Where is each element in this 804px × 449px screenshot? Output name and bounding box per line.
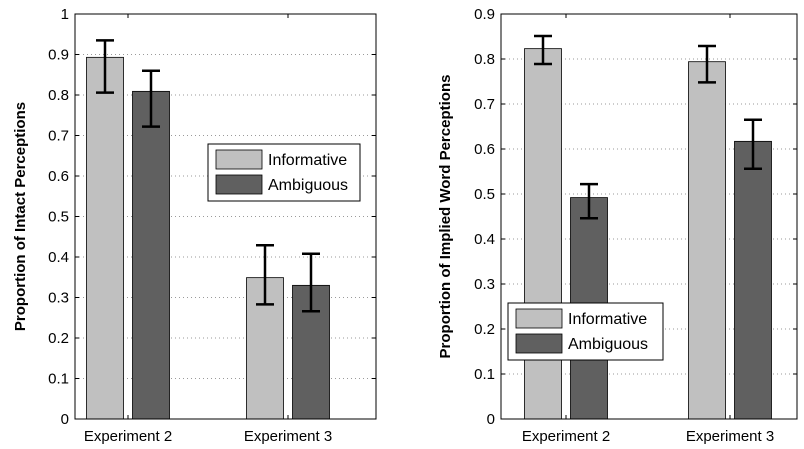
plot-frame xyxy=(500,13,798,420)
bar-informative-2 xyxy=(688,61,726,420)
y-tick-label: 0.7 xyxy=(48,128,69,145)
y-tick-label: 0.9 xyxy=(48,47,69,64)
right-chart: 0 0.1 0.2 0.3 0.4 0.5 0.6 0.7 0.8 0.9 Experiment 2… xyxy=(437,6,798,445)
legend-swatch-informative xyxy=(215,149,263,170)
y-tick-label: 0.6 xyxy=(474,141,495,158)
legend-label-ambiguous: Ambiguous xyxy=(568,336,648,353)
x-tick-label: Experiment 3 xyxy=(686,428,774,445)
x-tick-label: Experiment 3 xyxy=(244,428,332,445)
y-axis-label: Proportion of Intact Perceptions xyxy=(12,102,29,331)
error-bar-informative-1 xyxy=(96,39,114,94)
legend-swatch-informative xyxy=(515,308,563,329)
y-tick-label: 0.6 xyxy=(48,168,69,185)
y-tick-label: 0 xyxy=(487,411,495,428)
y-tick-label: 0.2 xyxy=(474,321,495,338)
legend: Informative Ambiguous xyxy=(507,302,664,361)
x-tick-label: Experiment 2 xyxy=(84,428,172,445)
y-tick-label: 1 xyxy=(61,6,69,23)
bar-informative-1 xyxy=(524,48,562,420)
error-bar-ambiguous-2 xyxy=(302,252,320,313)
legend-label-informative: Informative xyxy=(268,152,347,169)
y-tick-label: 0.5 xyxy=(48,209,69,226)
error-bar-informative-1 xyxy=(534,34,552,66)
legend-label-ambiguous: Ambiguous xyxy=(268,177,348,194)
y-tick-label: 0 xyxy=(61,411,69,428)
legend-swatch-ambiguous xyxy=(515,333,563,354)
y-axis-label: Proportion of Implied Word Perceptions xyxy=(437,75,454,359)
legend-swatch-ambiguous xyxy=(215,174,263,195)
y-tick-label: 0.1 xyxy=(48,371,69,388)
left-chart: 0 0.1 0.2 0.3 0.4 0.5 0.6 0.7 0.8 0.9 1 Experiment … xyxy=(12,6,377,445)
error-bar-ambiguous-1 xyxy=(580,182,598,220)
error-bar-ambiguous-2 xyxy=(744,118,762,171)
legend: Informative Ambiguous xyxy=(207,143,361,202)
error-bar-informative-2 xyxy=(256,244,274,306)
y-tick-label: 0.4 xyxy=(48,249,69,266)
bar-ambiguous-2 xyxy=(734,140,772,420)
y-tick-label: 0.2 xyxy=(48,330,69,347)
error-bar-ambiguous-1 xyxy=(142,69,160,128)
y-tick-label: 0.4 xyxy=(474,231,495,248)
y-tick-label: 0.3 xyxy=(474,276,495,293)
legend-label-informative: Informative xyxy=(568,311,647,328)
y-tick-label: 0.9 xyxy=(474,6,495,23)
y-tick-label: 0.3 xyxy=(48,290,69,307)
y-tick-label: 0.5 xyxy=(474,186,495,203)
y-tick-label: 0.8 xyxy=(474,51,495,68)
bar-ambiguous-1 xyxy=(132,90,170,420)
bar-informative-1 xyxy=(86,56,124,420)
x-tick-label: Experiment 2 xyxy=(522,428,610,445)
y-tick-label: 0.8 xyxy=(48,87,69,104)
error-bar-informative-2 xyxy=(698,44,716,84)
y-tick-label: 0.1 xyxy=(474,366,495,383)
y-tick-label: 0.7 xyxy=(474,96,495,113)
